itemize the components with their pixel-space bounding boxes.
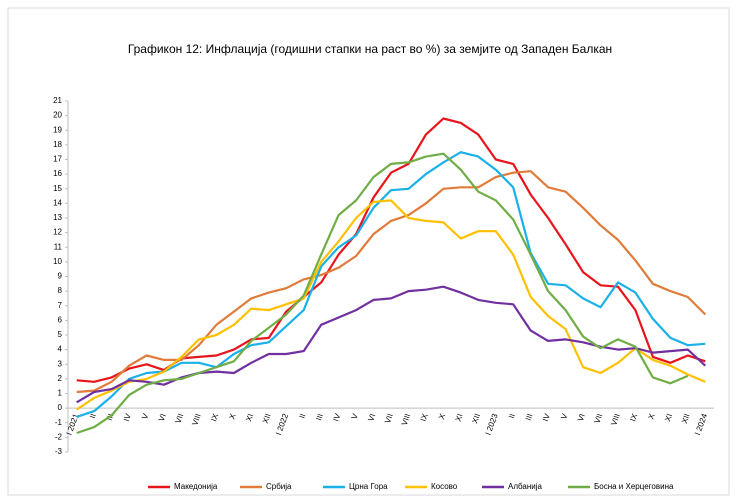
x-tick-label: VI — [157, 412, 168, 422]
x-tick-label: VI — [366, 412, 377, 422]
y-tick-label: -1 — [55, 418, 63, 427]
y-tick-label: 16 — [53, 169, 62, 178]
y-tick-label: 12 — [53, 228, 62, 237]
y-tick-label: 9 — [58, 272, 63, 281]
x-tick-label: VII — [593, 412, 605, 424]
y-tick-label: 7 — [58, 301, 63, 310]
line-series — [76, 199, 706, 411]
y-tick-label: 18 — [53, 140, 62, 149]
legend-label: Албанија — [508, 482, 543, 491]
y-tick-label: 17 — [53, 155, 62, 164]
x-tick-label: IX — [419, 412, 430, 423]
y-tick-label: 3 — [58, 359, 63, 368]
x-tick-label: IV — [122, 412, 133, 423]
y-tick-label: 13 — [53, 213, 62, 222]
y-tick-label: 8 — [58, 286, 63, 295]
line-series — [76, 285, 707, 404]
legend-label: Босна и Херцеговина — [594, 482, 674, 491]
y-tick-label: 5 — [58, 330, 63, 339]
x-tick-label: VI — [576, 412, 587, 422]
x-tick-label: X — [227, 412, 238, 421]
x-tick-label: VIII — [400, 412, 413, 426]
x-tick-label: XI — [454, 412, 465, 422]
y-tick-label: 11 — [54, 242, 63, 251]
line-series — [76, 152, 689, 435]
x-tick-label: II — [88, 412, 98, 419]
x-tick-label: VII — [174, 412, 186, 424]
y-tick-label: 1 — [58, 389, 63, 398]
legend-label: Црна Гора — [349, 482, 388, 491]
legend-label: Србија — [266, 482, 292, 491]
y-tick-label: 6 — [58, 315, 63, 324]
x-tick-label: VII — [383, 412, 395, 424]
y-tick-label: 14 — [53, 198, 62, 207]
x-tick-label: II — [298, 412, 308, 419]
y-tick-label: -3 — [55, 447, 63, 456]
y-tick-label: 2 — [58, 374, 63, 383]
legend-label: Македонија — [174, 482, 218, 491]
y-tick-label: 10 — [53, 257, 62, 266]
legend-label: Косово — [431, 482, 458, 491]
x-tick-label: XI — [663, 412, 674, 422]
x-tick-label: IV — [541, 412, 552, 423]
x-tick-label: VIII — [609, 412, 622, 426]
x-tick-label: XII — [470, 412, 482, 424]
x-tick-label: X — [437, 412, 448, 421]
x-tick-label: XI — [244, 412, 255, 422]
x-tick-label: X — [646, 412, 657, 421]
x-tick-label: V — [350, 412, 361, 421]
x-tick-label: V — [140, 412, 151, 421]
x-tick-label: IX — [209, 412, 220, 423]
x-tick-label: V — [559, 412, 570, 421]
x-tick-label: III — [314, 412, 325, 421]
y-tick-label: 15 — [53, 184, 62, 193]
line-series — [76, 170, 707, 394]
x-tick-label: VIII — [190, 412, 203, 426]
line-series — [76, 117, 706, 383]
chart-border — [7, 7, 730, 496]
y-tick-label: -2 — [55, 432, 63, 441]
y-tick-label: 21 — [53, 96, 62, 105]
x-tick-label: II — [507, 412, 517, 419]
y-tick-label: 4 — [58, 345, 63, 354]
line-series — [76, 151, 706, 418]
x-tick-label: XII — [261, 412, 273, 424]
x-tick-label: IV — [331, 412, 342, 423]
x-tick-label: XII — [680, 412, 692, 424]
y-tick-label: 19 — [53, 125, 62, 134]
y-tick-label: 20 — [53, 111, 62, 120]
x-tick-label: III — [524, 412, 535, 421]
x-tick-label: IX — [628, 412, 639, 423]
chart-title: Графикон 12: Инфлација (годишни стапки н… — [128, 42, 612, 56]
y-tick-label: 0 — [58, 403, 63, 412]
